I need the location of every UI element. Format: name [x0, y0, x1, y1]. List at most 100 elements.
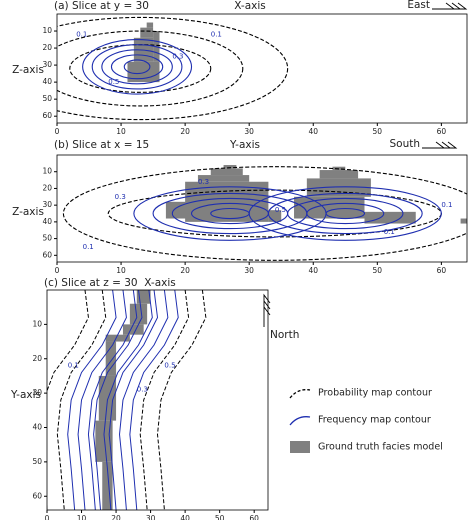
legend-label: Probability map contour	[318, 388, 432, 399]
x-tick-label: 20	[180, 266, 190, 275]
probability-contour	[139, 290, 190, 510]
plot-frame	[46, 289, 269, 511]
frequency-contour	[108, 290, 159, 510]
x-tick-label: 30	[146, 514, 156, 520]
contour-label: 0.1	[68, 362, 79, 370]
direction-arrow	[422, 141, 458, 149]
direction-label: South	[389, 138, 420, 150]
y-tick-label: 50	[32, 457, 42, 466]
x-tick-label: 0	[55, 266, 60, 275]
probability-contour	[57, 16, 289, 121]
x-tick-label: 30	[244, 127, 254, 136]
contour-label: 0.3	[115, 193, 126, 201]
legend-label: Ground truth facies model	[318, 442, 443, 453]
contour-label: 0.5	[275, 206, 286, 214]
y-tick-label: 30	[32, 388, 42, 397]
plot-area: 0.1 0.3 0.3 0.1 0.1 0.5	[62, 165, 467, 261]
facies-cell	[146, 22, 154, 28]
frequency-contour	[129, 290, 179, 510]
direction-arrow	[432, 2, 468, 10]
x-tick-label: 50	[215, 514, 225, 520]
x-tick-label: 0	[55, 127, 60, 136]
x-tick-label: 10	[116, 127, 126, 136]
frequency-contour	[110, 54, 164, 80]
x-axis-label: X-axis	[144, 277, 176, 289]
y-tick-label: 10	[42, 26, 52, 35]
facies-cell	[197, 175, 250, 182]
y-tick-label: 60	[42, 111, 52, 120]
frequency-contour	[82, 38, 193, 95]
probability-contour	[47, 290, 89, 510]
y-axis-label: Z-axis	[12, 206, 44, 218]
facies-cell	[210, 168, 243, 176]
y-tick-label: 30	[42, 60, 52, 69]
frequency-contour	[325, 207, 366, 220]
legend-label: Frequency map contour	[318, 415, 431, 426]
y-tick-label: 10	[42, 167, 52, 176]
facies-cell	[102, 461, 113, 510]
facies-cell	[268, 210, 282, 222]
facies-cell	[223, 165, 237, 169]
frequency-contour	[248, 186, 442, 241]
legend: Probability map contour Frequency map co…	[289, 388, 443, 453]
facies-cell	[306, 178, 371, 197]
frequency-contour	[93, 290, 143, 510]
x-tick-label: 0	[45, 514, 50, 520]
x-tick-label: 40	[180, 514, 190, 520]
facies-cell	[129, 303, 148, 325]
facies-cell	[319, 170, 359, 179]
x-tick-label: 50	[373, 127, 383, 136]
frequency-contour	[91, 44, 183, 90]
y-tick-label: 60	[32, 491, 42, 500]
x-tick-label: 30	[244, 266, 254, 275]
contour-label: 0.1	[384, 228, 395, 236]
panel-title: (b) Slice at x = 15	[54, 139, 149, 151]
facies-cell	[105, 334, 130, 342]
contour-label: 0.3	[137, 386, 148, 394]
y-tick-label: 40	[42, 217, 52, 226]
facies-cell	[460, 218, 467, 224]
contour-label: 0.1	[76, 30, 87, 38]
x-tick-label: 20	[180, 127, 190, 136]
frequency-contour	[287, 197, 404, 230]
plot-frame	[56, 13, 468, 124]
frequency-contour	[306, 202, 385, 225]
frequency-contour	[87, 290, 138, 510]
probability-contour	[57, 30, 244, 107]
y-tick-label: 50	[42, 94, 52, 103]
frequency-contour	[103, 290, 153, 510]
facies-cell	[140, 27, 154, 38]
contour-label: 0.5	[164, 362, 175, 370]
probability-contour	[56, 290, 107, 510]
frequency-contour	[101, 49, 173, 85]
contour-label: 0.1	[211, 30, 222, 38]
y-tick-label: 40	[42, 77, 52, 86]
y-tick-label: 20	[32, 354, 42, 363]
y-tick-label: 20	[42, 183, 52, 192]
x-tick-label: 60	[249, 514, 259, 520]
y-tick-label: 40	[32, 423, 42, 432]
contour-label: 0.5	[108, 78, 119, 86]
panel-title: (a) Slice at y = 30	[54, 0, 149, 12]
panel-title: (c) Slice at z = 30	[44, 277, 138, 289]
legend-blue	[289, 416, 311, 426]
y-tick-label: 20	[42, 43, 52, 52]
x-tick-label: 50	[373, 266, 383, 275]
plot-area: 0.1 0.1 0.3 0.5	[57, 16, 289, 121]
frequency-contour	[119, 290, 169, 510]
x-axis-label: Y-axis	[229, 139, 260, 151]
facies-cell	[294, 196, 365, 219]
y-tick-label: 10	[32, 319, 42, 328]
probability-contour	[156, 290, 207, 510]
contour-label: 0.3	[172, 53, 183, 61]
facies-cell	[105, 341, 117, 376]
plot-area: 0.1 0.3 0.5	[47, 290, 207, 510]
contour-label: 0.3	[198, 178, 209, 186]
y-tick-label: 30	[42, 200, 52, 209]
x-tick-label: 60	[437, 127, 447, 136]
facies-cell	[122, 324, 144, 335]
legend-gray	[290, 441, 310, 453]
x-tick-label: 40	[308, 127, 318, 136]
direction-label: East	[407, 0, 430, 11]
